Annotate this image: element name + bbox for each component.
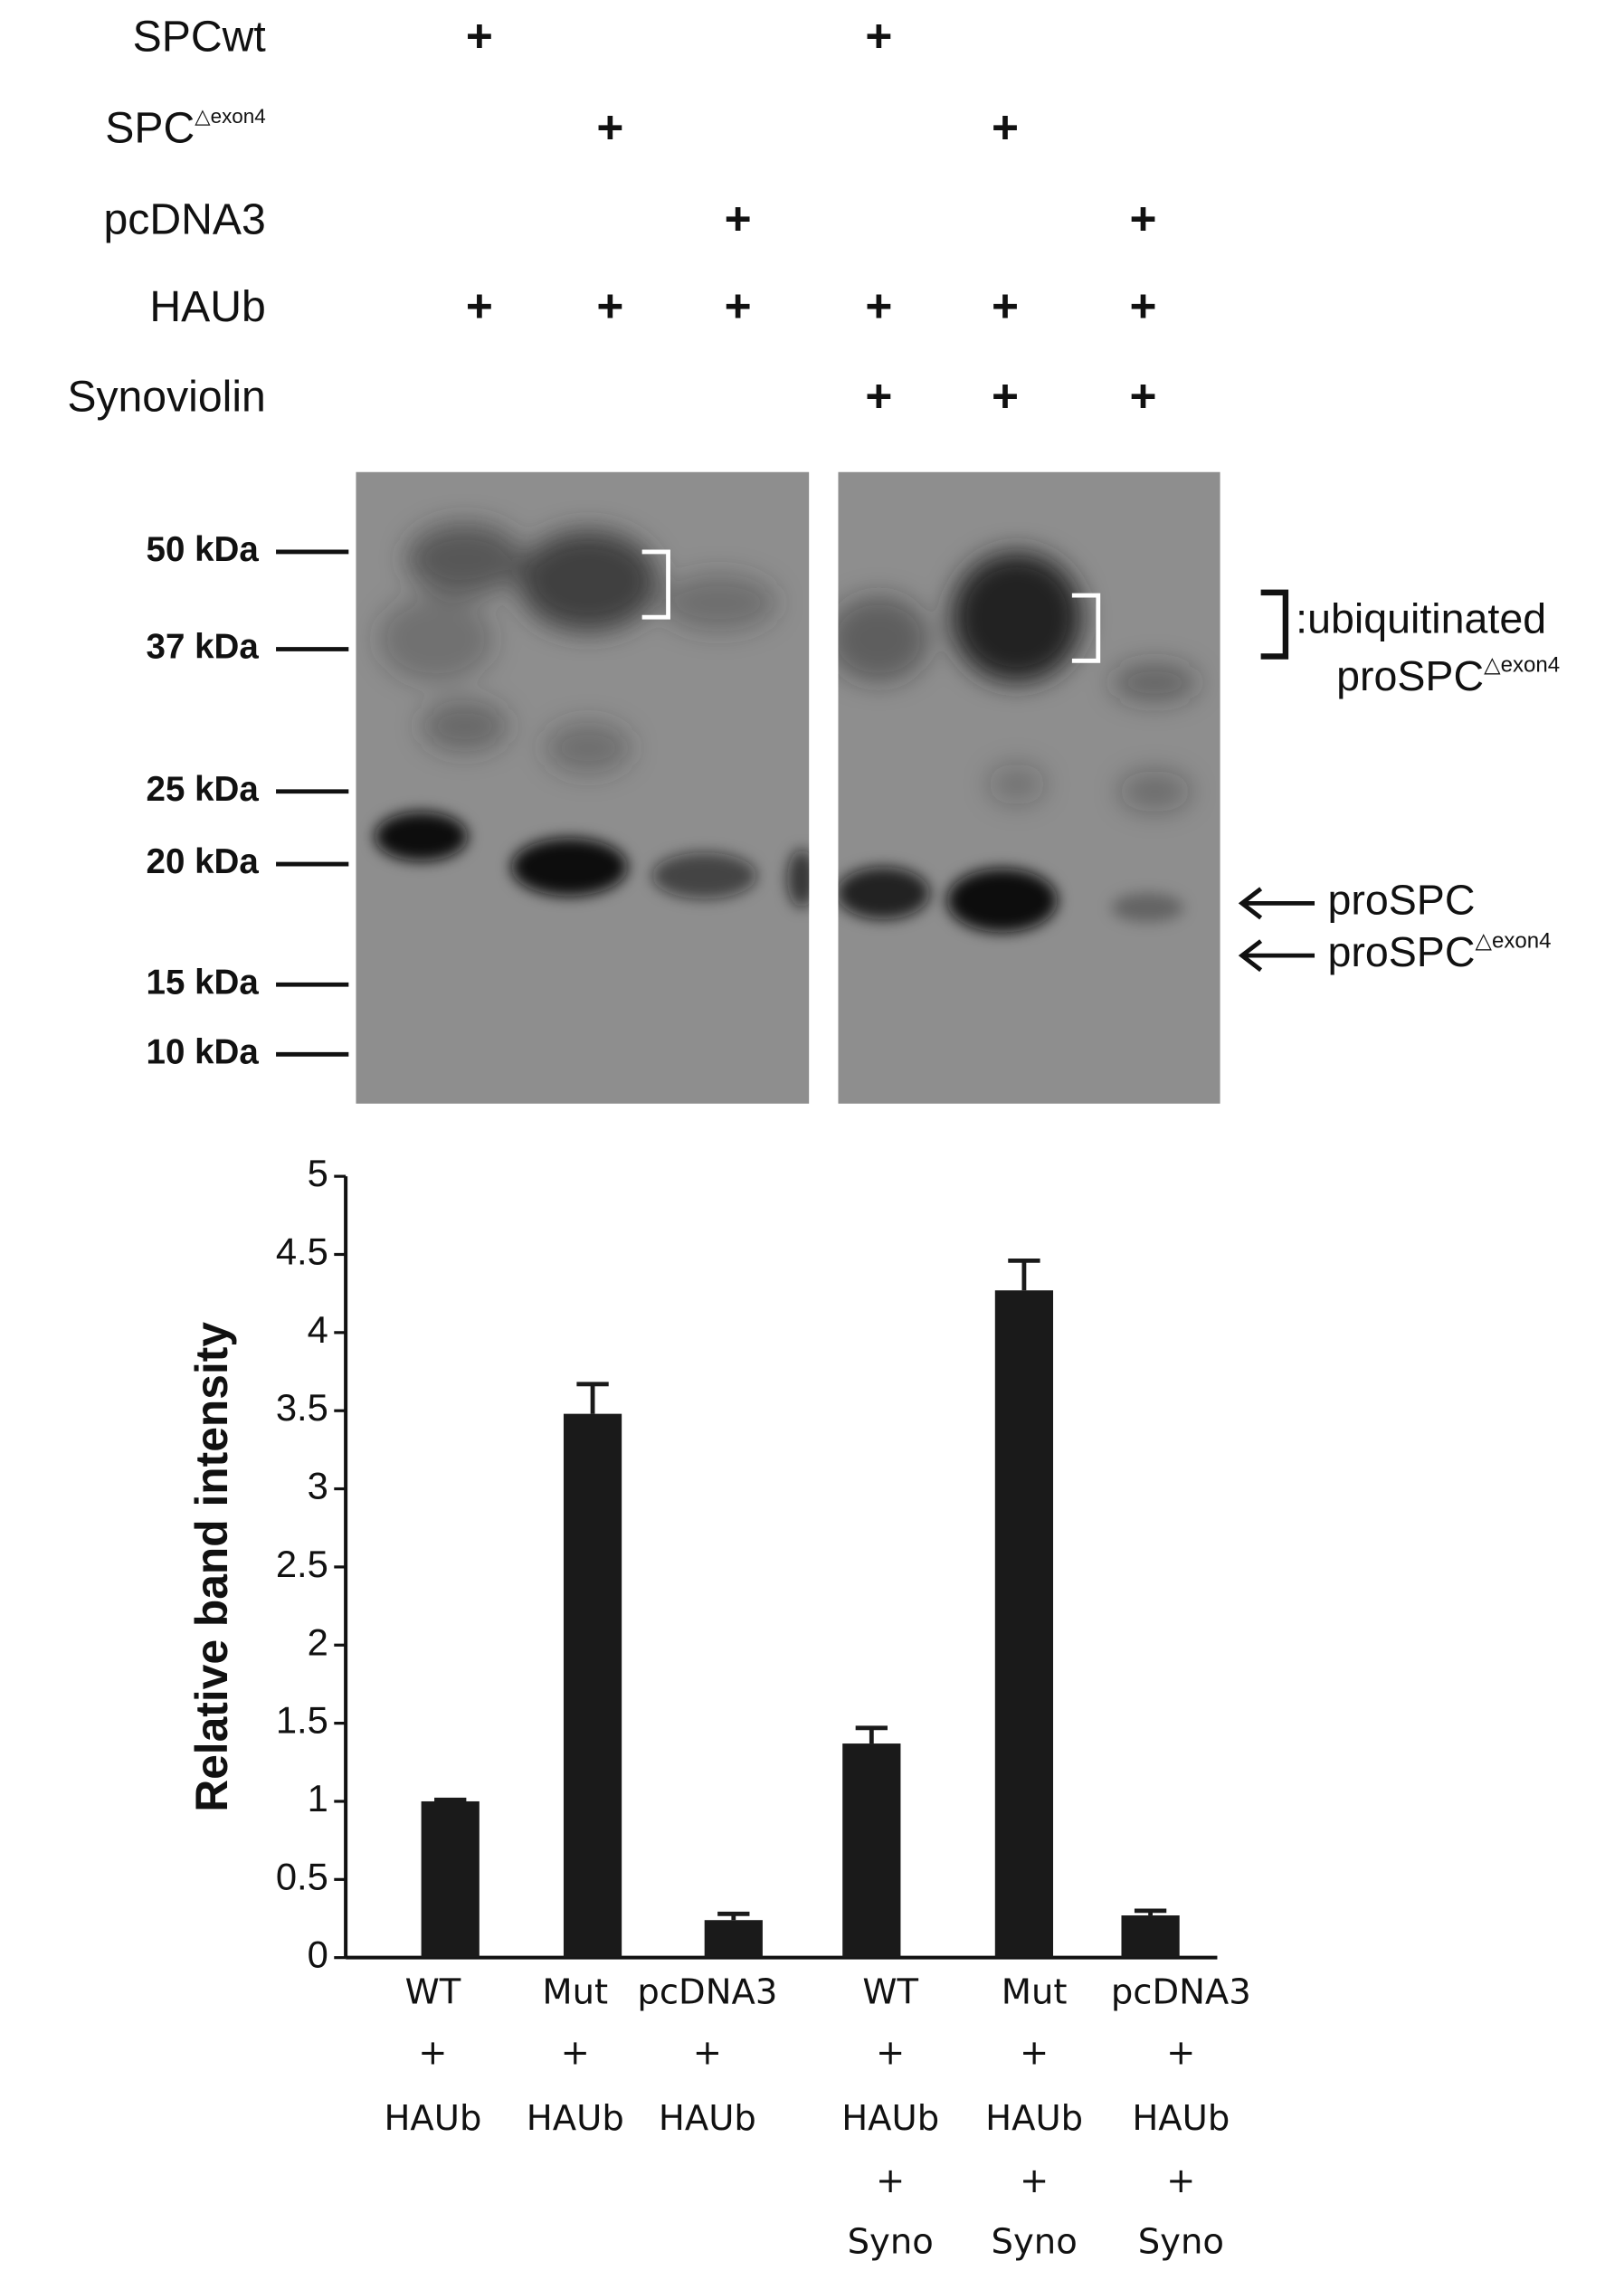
plus: + [725, 192, 752, 244]
y-tick-label: 0 [308, 1933, 328, 1976]
condition-label: HAUb [149, 282, 265, 331]
y-tick-label: 2 [308, 1620, 328, 1663]
condition-label: pcDNA3 [104, 195, 266, 243]
y-tick-label: 3.5 [276, 1386, 328, 1429]
plus: + [992, 100, 1019, 153]
plus: + [992, 279, 1019, 331]
condition-label: SPCwt [133, 12, 267, 61]
plus: + [1130, 279, 1157, 331]
x-tick-label: + [418, 2033, 447, 2074]
plus: + [1130, 369, 1157, 422]
y-axis-label: Relative band intensity [186, 1322, 237, 1812]
y-tick-label: 5 [308, 1152, 328, 1194]
annotation: :ubiquitinated [1296, 594, 1546, 641]
condition-label: pcDNA3 [104, 195, 266, 243]
bar [842, 1743, 901, 1958]
x-tick-label: pcDNA3 [637, 1971, 777, 2012]
condition-label: SPCwt [133, 12, 267, 61]
x-tick-label: + [876, 2033, 905, 2074]
x-tick-label: + [876, 2161, 905, 2201]
x-tick-label: Syno [992, 2221, 1078, 2262]
y-tick-label: 1 [308, 1777, 328, 1819]
marker-label: 20 kDa [147, 842, 260, 881]
annotation-bracket [1260, 589, 1289, 660]
x-tick-label: + [1166, 2161, 1195, 2201]
plus: + [865, 9, 892, 62]
superscript: △exon4 [1484, 653, 1560, 678]
condition-label: SPC△exon4 [105, 103, 266, 152]
condition-label: Synoviolin [67, 372, 265, 421]
condition-label: Synoviolin [67, 372, 265, 421]
annotation: proSPC [1336, 652, 1484, 699]
x-tick-label: Mut [542, 1971, 608, 2012]
x-tick-label: HAUb [384, 2098, 481, 2139]
y-tick-label: 1.5 [276, 1699, 328, 1742]
marker-label: 37 kDa [147, 628, 260, 667]
plus: + [725, 279, 752, 331]
x-tick-label: + [1020, 2033, 1049, 2074]
y-tick-label: 3 [308, 1465, 328, 1507]
blot-right [838, 471, 1220, 1104]
plus: + [865, 369, 892, 422]
bar [1121, 1915, 1180, 1958]
plus: + [992, 369, 1019, 422]
x-tick-label: pcDNA3 [1111, 1971, 1251, 2012]
y-tick-label: 0.5 [276, 1855, 328, 1897]
plus: + [1130, 192, 1157, 244]
plus: + [596, 279, 623, 331]
annotation: proSPC△exon4 [1327, 928, 1551, 975]
x-tick-label: HAUb [841, 2098, 939, 2139]
annotation: proSPC [1327, 928, 1475, 975]
blot-left [356, 471, 810, 1104]
plus: + [596, 100, 623, 153]
x-tick-label: + [1166, 2033, 1195, 2074]
x-tick-label: WT [405, 1971, 461, 2012]
condition-label: HAUb [149, 282, 265, 331]
x-tick-label: + [561, 2033, 590, 2074]
blot-bracket [641, 549, 1101, 663]
plus: + [865, 279, 892, 331]
marker-label: 10 kDa [147, 1032, 260, 1071]
y-tick-label: 2.5 [276, 1543, 328, 1585]
condition-label: SPC [105, 103, 195, 152]
annotation: proSPC△exon4 [1336, 652, 1560, 699]
x-tick-label: WT [862, 1971, 918, 2012]
x-tick-label: HAUb [985, 2098, 1083, 2139]
bar [994, 1290, 1054, 1958]
annotation: proSPC [1327, 877, 1475, 924]
superscript: △exon4 [1475, 929, 1551, 954]
y-tick-label: 4.5 [276, 1230, 328, 1273]
bar [563, 1413, 622, 1958]
x-tick-label: HAUb [659, 2098, 756, 2139]
bar [704, 1920, 763, 1958]
bar [421, 1800, 480, 1958]
arrows [1238, 887, 1315, 973]
marker-label: 15 kDa [147, 963, 260, 1002]
x-tick-label: + [1020, 2161, 1049, 2201]
x-tick-label: HAUb [527, 2098, 624, 2139]
plus: + [466, 279, 493, 331]
marker-label: 50 kDa [147, 530, 260, 569]
plus: + [466, 9, 493, 62]
x-tick-label: + [693, 2033, 722, 2074]
x-tick-label: Syno [1138, 2221, 1224, 2262]
x-tick-label: Syno [848, 2221, 934, 2262]
x-tick-label: Mut [1002, 1971, 1068, 2012]
superscript: △exon4 [195, 105, 266, 128]
y-tick-label: 4 [308, 1308, 328, 1351]
x-tick-label: HAUb [1132, 2098, 1230, 2139]
marker-label: 25 kDa [147, 770, 260, 809]
